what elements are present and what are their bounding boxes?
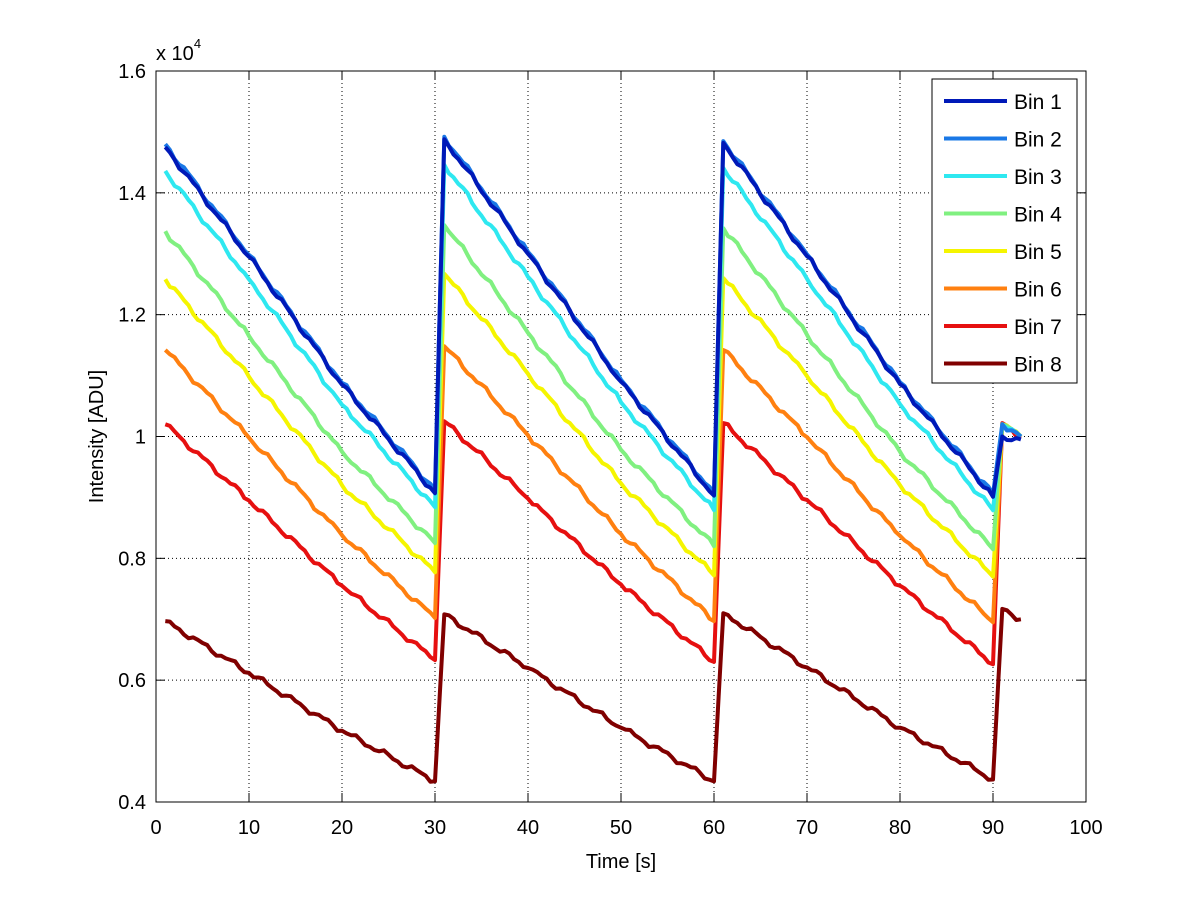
series-lines	[163, 134, 1023, 784]
y-tick-label: 1.6	[118, 61, 146, 83]
legend-label: Bin 6	[1014, 279, 1062, 302]
x-axis-label: Time [s]	[586, 851, 656, 873]
x-tick-label: 0	[150, 817, 161, 839]
legend-label: Bin 1	[1014, 91, 1062, 114]
x-tick-label: 50	[610, 817, 632, 839]
legend-item: Bin 4	[944, 204, 1062, 227]
legend-item: Bin 8	[944, 354, 1062, 377]
legend-item: Bin 6	[944, 279, 1062, 302]
x-tick-label: 10	[238, 817, 260, 839]
legend-item: Bin 7	[944, 316, 1062, 339]
series-line-bin-5	[163, 271, 1023, 579]
y-exponent-base: x 10	[156, 43, 194, 65]
series-line-bin-6	[163, 344, 1023, 625]
legend-label: Bin 5	[1014, 241, 1062, 264]
y-exponent-label: x 104	[156, 36, 201, 65]
legend-label: Bin 7	[1014, 316, 1062, 339]
y-tick-label: 0.8	[118, 548, 146, 570]
legend-label: Bin 8	[1014, 354, 1062, 377]
legend: Bin 1 Bin 2 Bin 3 Bin 4 Bin 5 Bin 6 Bin 7 Bin 8	[931, 78, 1078, 384]
series-line-bin-4	[163, 223, 1023, 552]
legend-label: Bin 4	[1014, 204, 1062, 227]
x-tick-label: 40	[517, 817, 539, 839]
y-tick-label: 0.4	[118, 792, 146, 814]
x-tick-label: 80	[889, 817, 911, 839]
legend-item: Bin 1	[944, 91, 1062, 114]
x-tick-label: 30	[424, 817, 446, 839]
y-exponent-power: 4	[194, 36, 201, 51]
y-tick-label: 0.6	[118, 670, 146, 692]
legend-item: Bin 3	[944, 166, 1062, 189]
x-tick-label: 20	[331, 817, 353, 839]
x-tick-label: 70	[796, 817, 818, 839]
x-tick-label: 90	[982, 817, 1004, 839]
ticks: 0 10 20 30 40 50 60 70 80 90 100 0.4 0.6 0.8 1 1.2 1.4 1.…	[118, 61, 1103, 839]
grid	[156, 71, 1086, 802]
y-tick-label: 1.2	[118, 305, 146, 327]
legend-label: Bin 3	[1014, 166, 1062, 189]
legend-box	[931, 78, 1078, 384]
y-axis-label: Intensity [ADU]	[86, 370, 108, 503]
x-tick-label: 60	[703, 817, 725, 839]
series-line-bin-3	[163, 162, 1023, 513]
y-tick-label: 1.4	[118, 183, 146, 205]
series-line-bin-7	[164, 419, 1022, 667]
series-line-bin-8	[165, 606, 1022, 784]
legend-item: Bin 2	[944, 129, 1062, 152]
legend-label: Bin 2	[1014, 129, 1062, 152]
series-line-bin-1	[163, 137, 1022, 499]
x-tick-label: 100	[1069, 817, 1102, 839]
legend-item: Bin 5	[944, 241, 1062, 264]
y-tick-label: 1	[135, 427, 146, 449]
